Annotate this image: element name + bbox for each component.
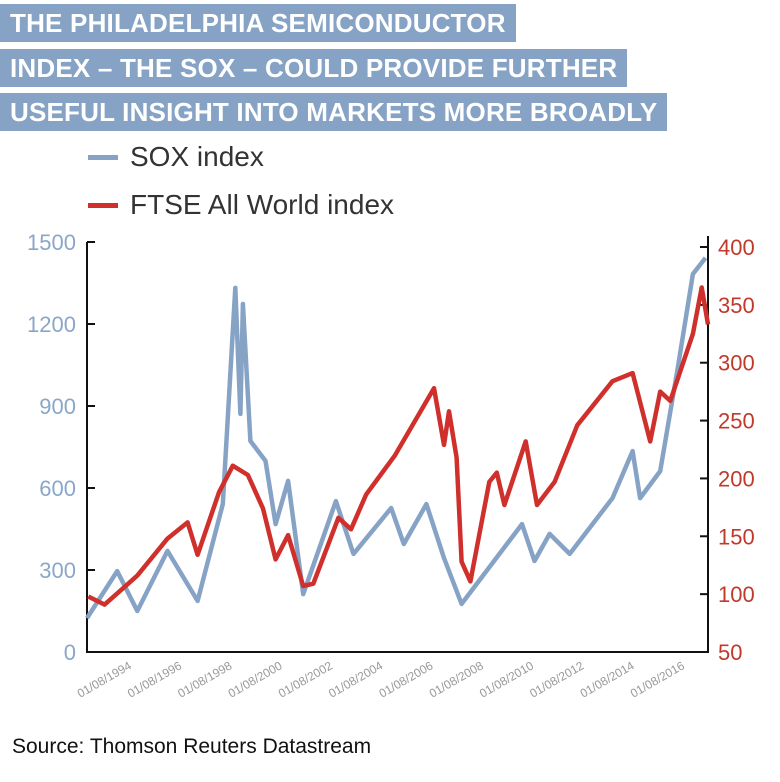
legend-item-sox: SOX index	[88, 141, 264, 173]
axis-frame	[86, 236, 709, 653]
x-axis-label: 01/08/1996	[125, 658, 184, 700]
x-axis-label: 01/08/1994	[75, 658, 134, 700]
right-axis-label: 200	[718, 466, 755, 491]
source-note: Source: Thomson Reuters Datastream	[12, 735, 372, 758]
x-axis-label: 01/08/2012	[527, 658, 586, 700]
right-axis-label: 400	[718, 235, 755, 260]
right-axis-label: 350	[718, 293, 755, 318]
x-axis-label: 01/08/2014	[578, 658, 637, 700]
title-line-2: INDEX – THE SOX – COULD PROVIDE FURTHER	[0, 49, 628, 87]
legend-label-ftse: FTSE All World index	[130, 189, 395, 220]
legend-label-sox: SOX index	[130, 141, 264, 172]
right-axis-label: 300	[718, 351, 755, 376]
x-axis-label: 01/08/2016	[628, 658, 687, 700]
right-axis-label: 150	[718, 524, 755, 549]
x-axis-label: 01/08/2006	[376, 658, 435, 700]
x-axis-label: 01/08/2008	[427, 658, 486, 700]
legend-item-ftse: FTSE All World index	[88, 189, 394, 221]
right-axis-label: 250	[718, 409, 755, 434]
right-axis-label: 50	[718, 640, 742, 665]
left-axis-label: 0	[64, 640, 76, 665]
x-axis-label: 01/08/2010	[477, 658, 536, 700]
left-axis-label: 600	[39, 476, 76, 501]
legend-swatch-sox	[88, 154, 118, 160]
x-axis-label: 01/08/2002	[276, 658, 335, 700]
title-line-3: USEFUL INSIGHT INTO MARKETS MORE BROADLY	[0, 93, 668, 131]
x-axis-label: 01/08/2004	[326, 658, 385, 700]
x-axis-label: 01/08/1998	[175, 658, 234, 700]
left-axis-label: 900	[39, 394, 76, 419]
left-axis-label: 300	[39, 558, 76, 583]
title-line-1: THE PHILADELPHIA SEMICONDUCTOR	[0, 4, 516, 42]
x-axis-label: 01/08/2000	[226, 658, 285, 700]
sox-series-line	[85, 256, 708, 620]
right-axis-label: 100	[718, 582, 755, 607]
ftse-series-line	[87, 285, 711, 607]
legend-swatch-ftse	[88, 202, 118, 208]
left-axis-label: 1200	[27, 312, 76, 337]
left-axis-label: 1500	[27, 230, 76, 255]
